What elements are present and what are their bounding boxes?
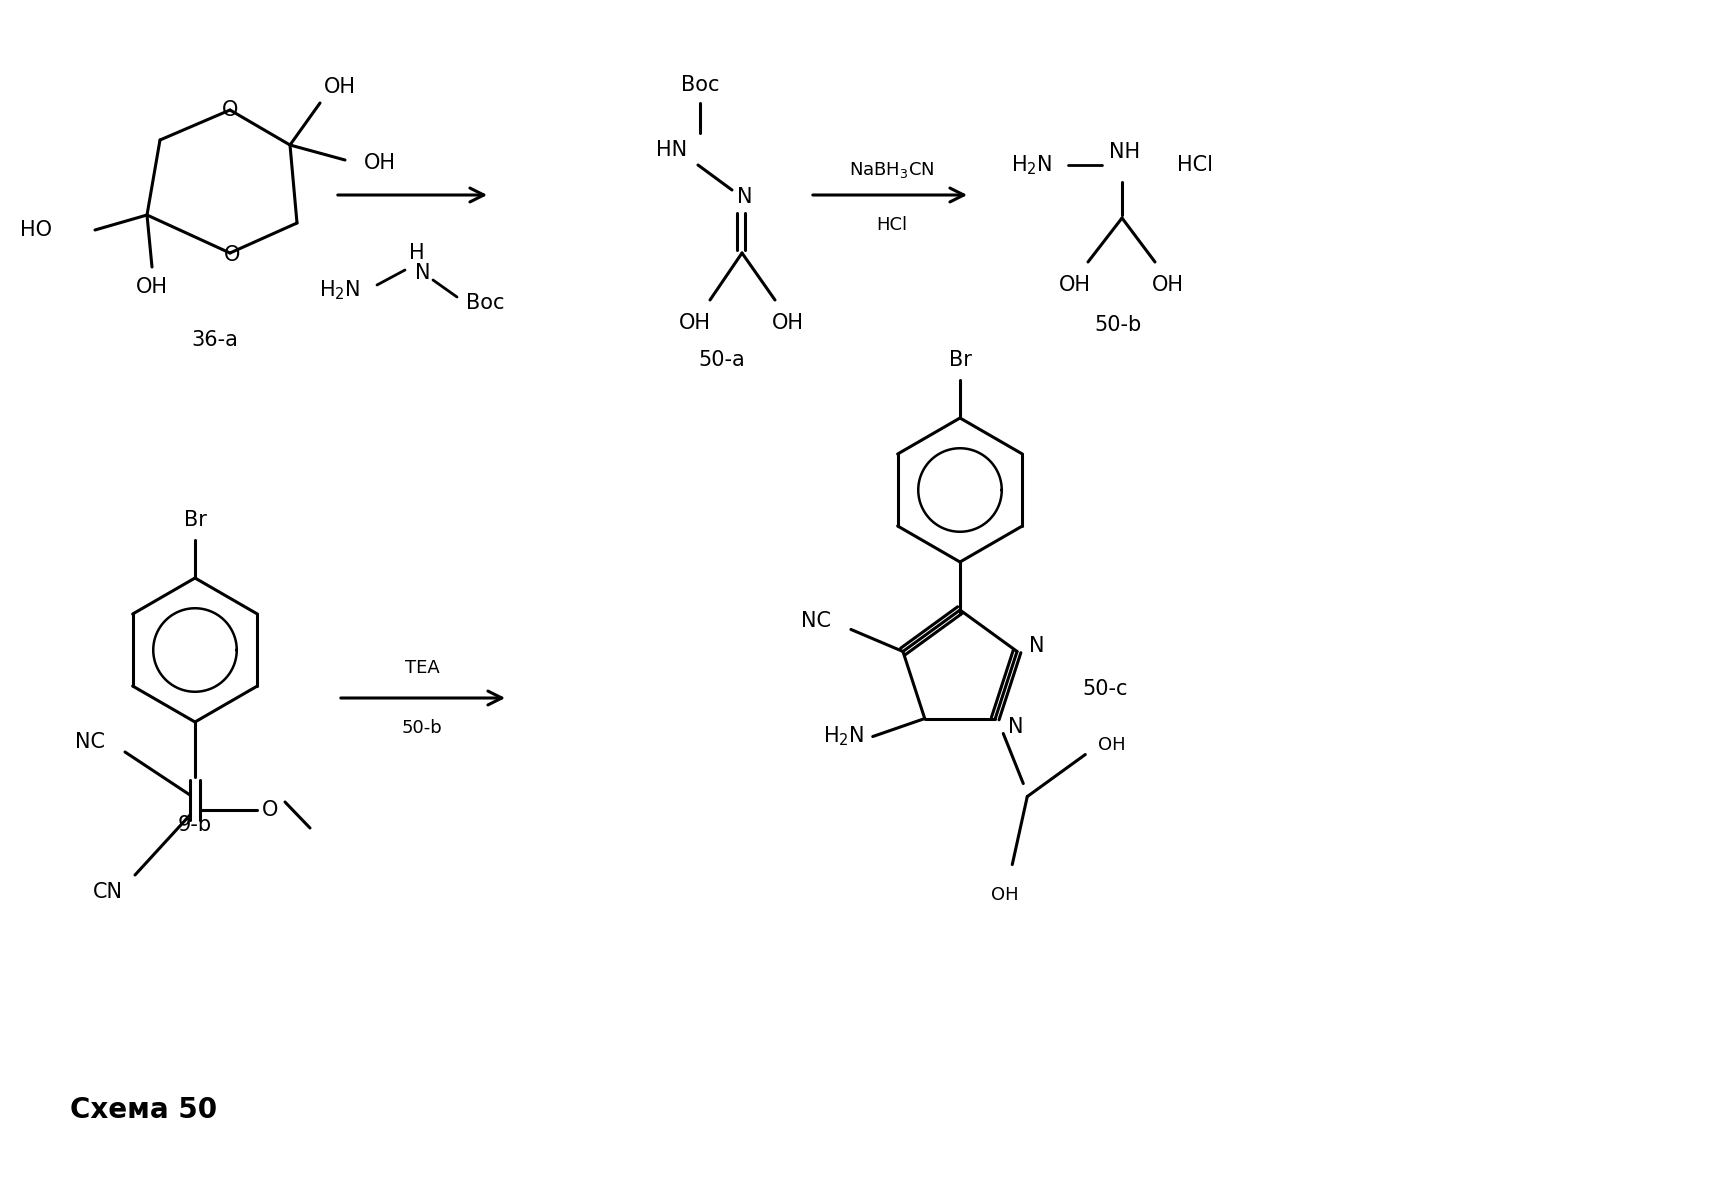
Text: NaBH$_3$CN: NaBH$_3$CN xyxy=(849,160,934,180)
Text: HCl: HCl xyxy=(875,215,907,233)
Text: H$_2$N: H$_2$N xyxy=(318,278,360,302)
Text: OH: OH xyxy=(991,886,1019,904)
Text: H$_2$N: H$_2$N xyxy=(1010,153,1052,177)
Text: 9-b: 9-b xyxy=(178,815,213,836)
Text: CN: CN xyxy=(93,882,123,903)
Text: Схема 50: Схема 50 xyxy=(69,1096,216,1124)
Text: 50-b: 50-b xyxy=(401,719,443,737)
Text: NC: NC xyxy=(74,733,106,752)
Text: O: O xyxy=(221,101,239,120)
Text: OH: OH xyxy=(1152,275,1183,294)
Text: NH: NH xyxy=(1109,142,1140,162)
Text: HO: HO xyxy=(21,220,52,241)
Text: O: O xyxy=(261,800,279,820)
Text: N: N xyxy=(1007,717,1022,736)
Text: 50-a: 50-a xyxy=(699,350,746,370)
Text: HN: HN xyxy=(656,140,687,160)
Text: OH: OH xyxy=(678,312,711,333)
Text: OH: OH xyxy=(324,77,356,97)
Text: OH: OH xyxy=(1059,275,1090,294)
Text: NC: NC xyxy=(801,612,830,632)
Text: OH: OH xyxy=(772,312,803,333)
Text: OH: OH xyxy=(137,277,168,297)
Text: 36-a: 36-a xyxy=(192,330,239,350)
Text: N: N xyxy=(737,187,753,207)
Text: Br: Br xyxy=(948,350,971,370)
Text: N: N xyxy=(415,263,431,282)
Text: Boc: Boc xyxy=(465,293,503,312)
Text: HCl: HCl xyxy=(1176,154,1213,175)
Text: Br: Br xyxy=(183,510,206,530)
Text: 50-c: 50-c xyxy=(1081,680,1128,699)
Text: 50-b: 50-b xyxy=(1093,315,1142,335)
Text: TEA: TEA xyxy=(405,660,439,678)
Text: OH: OH xyxy=(363,153,396,174)
Text: OH: OH xyxy=(1099,735,1126,754)
Text: N: N xyxy=(1029,637,1045,656)
Text: H: H xyxy=(408,243,424,263)
Text: Boc: Boc xyxy=(680,75,720,95)
Text: O: O xyxy=(223,245,240,265)
Text: H$_2$N: H$_2$N xyxy=(823,724,865,748)
